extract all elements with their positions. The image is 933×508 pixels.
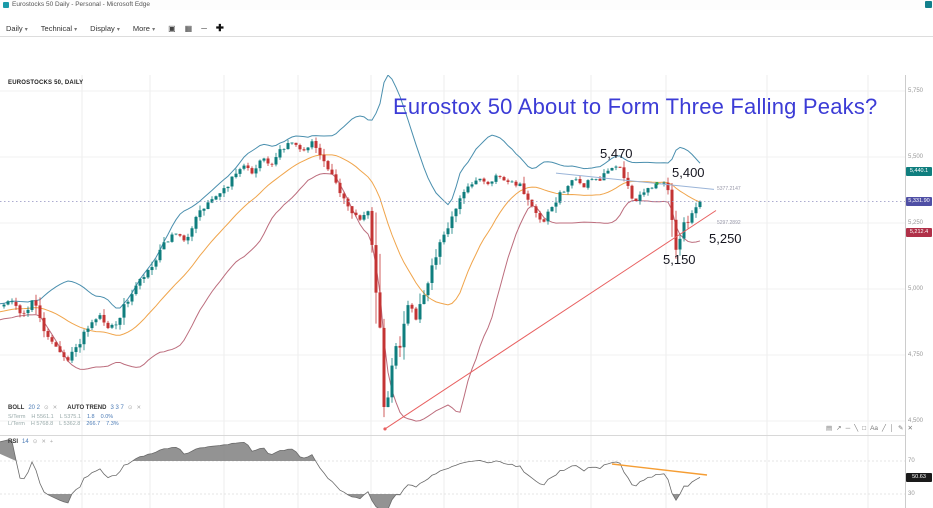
trendline-tool-icon[interactable]: ↗ <box>836 425 842 432</box>
chart-area[interactable]: EUROSTOCKS 50, DAILY Eurostox 50 About t… <box>0 37 933 508</box>
price-annotation: 5,250 <box>709 231 742 246</box>
autotrend-value: H 5768.8 <box>30 421 54 427</box>
rsi-legend-name: RSI <box>8 439 19 445</box>
autotrend-legend-params: 3 3 7 <box>110 405 124 411</box>
boll-settings-icon[interactable]: ⊙ <box>44 405 49 411</box>
autotrend-value: L 5362.8 <box>59 421 81 427</box>
menu-more[interactable]: More ▾ <box>132 23 156 33</box>
chart-headline: Eurostox 50 About to Form Three Falling … <box>393 94 878 119</box>
rsi-lower-level-label: 30 <box>908 491 915 497</box>
price-axis-label: 4,500 <box>908 418 924 424</box>
autotrend-close-icon[interactable]: ✕ <box>136 405 142 411</box>
rsi-legend: RSI 14 ⊙ ✕ + <box>8 439 53 445</box>
support-line-value: 5297.2892 <box>717 220 741 226</box>
chart-type-icon[interactable]: ▤ <box>826 425 833 432</box>
clear-tool-icon[interactable]: ✕ <box>907 425 913 432</box>
zoom-in-icon[interactable]: ✚ <box>215 22 224 34</box>
price-axis-label: 5,000 <box>908 286 924 292</box>
rsi-settings-icon[interactable]: ⊙ <box>32 439 38 445</box>
hline-tool-icon[interactable]: ─ <box>845 424 851 432</box>
autotrend-value: L/Term <box>8 421 25 427</box>
text-tool-icon[interactable]: Aa <box>870 424 879 432</box>
autotrend-value: 0.0% <box>100 414 114 420</box>
lower-band-badge: 5,212.4 <box>906 228 932 238</box>
price-axis-label: 4,750 <box>908 352 924 358</box>
zoom-out-icon[interactable]: ─ <box>201 23 207 33</box>
resistance-line-value: 5377.2147 <box>717 186 741 192</box>
autotrend-legend-name: AUTO TREND <box>67 405 107 411</box>
price-axis-line <box>905 75 906 508</box>
boll-close-icon[interactable]: ✕ <box>52 405 58 411</box>
last-price-badge: 5,331.90 <box>906 196 932 206</box>
price-axis-label: 5,500 <box>908 154 924 160</box>
window-accent-icon <box>925 1 932 8</box>
price-annotation: 5,470 <box>600 146 633 161</box>
rsi-layer <box>0 439 708 508</box>
window-title: Eurostocks 50 Daily - Personal - Microso… <box>12 1 150 8</box>
menu-display[interactable]: Display ▾ <box>90 23 120 33</box>
drawing-toolbar: ▤ ↗ ─ ╲ □ Aa ╱ │ ✎ ✕ <box>826 424 913 433</box>
chart-toolbar: Daily ▾ Technical ▾ Display ▾ More ▾ ▣ ▦ ─ ✚ <box>0 20 933 37</box>
price-annotation: 5,150 <box>663 252 696 267</box>
ray-tool-icon[interactable]: ╱ <box>882 425 886 432</box>
save-chart-icon[interactable]: ▦ <box>184 23 193 33</box>
indicator-legend: BOLL 20 2 ⊙ ✕ AUTO TREND 3 3 7 ⊙ ✕ <box>8 405 141 411</box>
open-chart-icon[interactable]: ▣ <box>168 23 176 33</box>
autotrend-value: 7.3% <box>106 421 119 427</box>
price-layer <box>0 75 905 431</box>
menu-technical[interactable]: Technical ▾ <box>40 23 78 33</box>
autotrend-value: S/Term <box>8 414 26 420</box>
line-tool-icon[interactable]: ╲ <box>854 425 859 432</box>
autotrend-value: 266.7 <box>86 421 101 427</box>
upper-band-badge: 5,440.1 <box>906 166 932 176</box>
edge-app-icon <box>3 2 9 8</box>
price-annotation: 5,400 <box>672 165 705 180</box>
autotrend-value: 1.8 <box>86 414 95 420</box>
symbol-label: EUROSTOCKS 50, DAILY <box>8 80 84 86</box>
boll-legend-params: 20 2 <box>28 405 41 411</box>
autotrend-row: L/Term H 5768.8 L 5362.8 266.7 7.3% <box>8 421 119 427</box>
rsi-upper-level-label: 70 <box>908 458 915 464</box>
rsi-value-badge: 50.63 <box>906 473 932 482</box>
panel-divider <box>0 435 905 436</box>
rsi-close-icon[interactable]: ✕ <box>41 439 46 445</box>
menu-daily[interactable]: Daily ▾ <box>6 23 28 33</box>
rect-tool-icon[interactable]: □ <box>862 424 867 432</box>
autotrend-value: L 5375.1 <box>59 414 81 420</box>
autotrend-row: S/Term H 5561.1 L 5375.1 1.8 0.0% <box>8 414 113 420</box>
price-axis-label: 5,250 <box>908 220 924 226</box>
rsi-legend-param: 14 <box>22 439 29 445</box>
autotrend-value: H 5561.1 <box>31 414 54 420</box>
price-axis-label: 5,750 <box>908 88 924 94</box>
vline-tool-icon[interactable]: │ <box>889 424 895 432</box>
autotrend-settings-icon[interactable]: ⊙ <box>127 405 133 411</box>
boll-legend-name: BOLL <box>8 405 25 411</box>
draw-tool-icon[interactable]: ✎ <box>898 425 904 432</box>
rsi-add-icon[interactable]: + <box>49 439 54 445</box>
